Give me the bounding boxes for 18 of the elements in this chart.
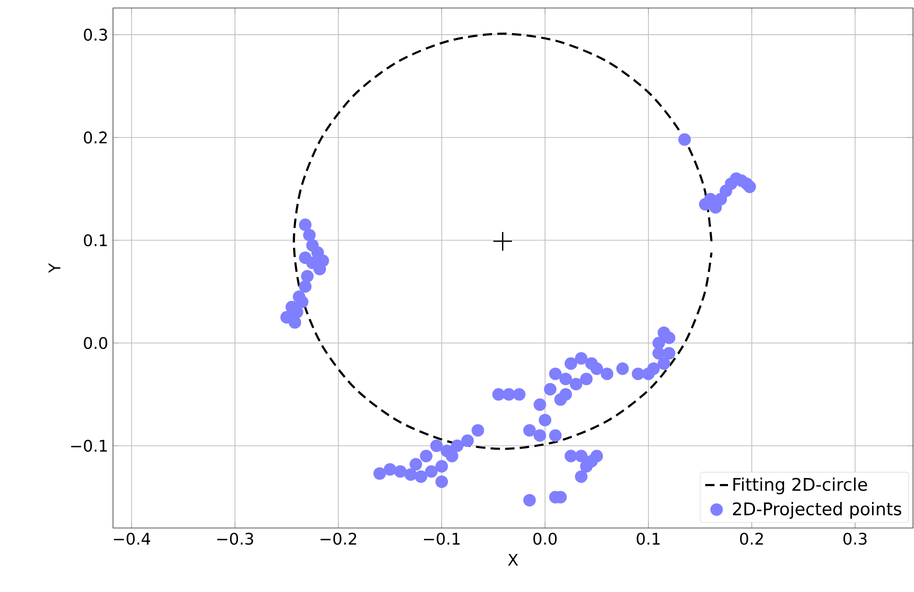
y-tick-label: −0.1 — [71, 440, 107, 452]
y-tick-label: 0.1 — [84, 234, 107, 246]
line-series — [292, 32, 713, 450]
x-tick-label: −0.4 — [114, 532, 150, 545]
x-tick-label: 0.1 — [636, 532, 660, 545]
y-tick-label: 0.0 — [84, 336, 108, 350]
y-axis-title: Y — [48, 263, 60, 273]
x-tick-label: 0.2 — [740, 532, 763, 545]
y-tick-label: 0.3 — [84, 28, 107, 41]
x-tick-label: −0.2 — [320, 532, 356, 545]
x-axis-title: X — [508, 554, 518, 566]
x-tick-label: −0.1 — [424, 532, 460, 545]
x-tick-label: −0.3 — [217, 532, 254, 545]
x-tick-label: 0.0 — [533, 532, 557, 545]
legend-label: Fitting 2D-circle — [733, 478, 867, 494]
y-tick-label: 0.2 — [84, 131, 107, 144]
legend-label: 2D-Projected points — [732, 502, 902, 519]
x-tick-label: 0.3 — [843, 532, 867, 545]
